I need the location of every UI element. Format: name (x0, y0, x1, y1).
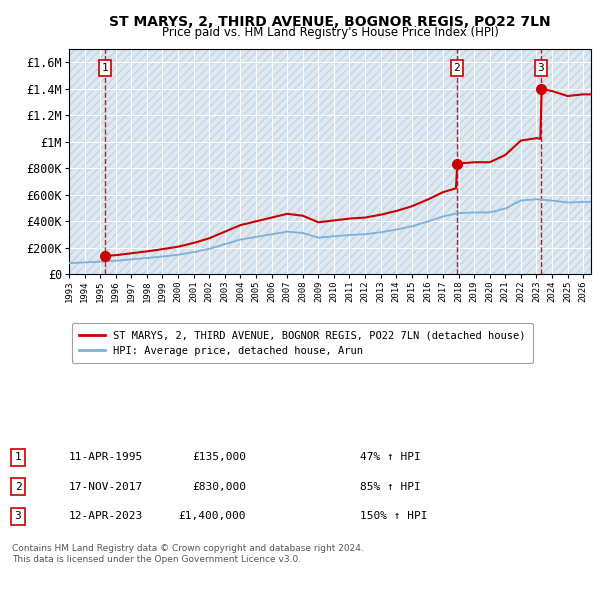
Text: This data is licensed under the Open Government Licence v3.0.: This data is licensed under the Open Gov… (12, 555, 301, 564)
Text: 47% ↑ HPI: 47% ↑ HPI (360, 453, 421, 462)
Text: 150% ↑ HPI: 150% ↑ HPI (360, 512, 427, 521)
Legend: ST MARYS, 2, THIRD AVENUE, BOGNOR REGIS, PO22 7LN (detached house), HPI: Average: ST MARYS, 2, THIRD AVENUE, BOGNOR REGIS,… (71, 323, 533, 363)
Text: 3: 3 (538, 63, 544, 73)
Text: 1: 1 (14, 453, 22, 462)
Text: 11-APR-1995: 11-APR-1995 (69, 453, 143, 462)
Text: Contains HM Land Registry data © Crown copyright and database right 2024.: Contains HM Land Registry data © Crown c… (12, 545, 364, 553)
Text: 2: 2 (454, 63, 460, 73)
Text: £135,000: £135,000 (192, 453, 246, 462)
Text: £1,400,000: £1,400,000 (179, 512, 246, 521)
Text: 1: 1 (101, 63, 108, 73)
Text: Price paid vs. HM Land Registry's House Price Index (HPI): Price paid vs. HM Land Registry's House … (161, 26, 499, 39)
Text: 3: 3 (14, 512, 22, 521)
Text: 17-NOV-2017: 17-NOV-2017 (69, 482, 143, 491)
Text: 12-APR-2023: 12-APR-2023 (69, 512, 143, 521)
Text: £830,000: £830,000 (192, 482, 246, 491)
Text: 85% ↑ HPI: 85% ↑ HPI (360, 482, 421, 491)
Text: ST MARYS, 2, THIRD AVENUE, BOGNOR REGIS, PO22 7LN: ST MARYS, 2, THIRD AVENUE, BOGNOR REGIS,… (109, 15, 551, 29)
Text: 2: 2 (14, 482, 22, 491)
